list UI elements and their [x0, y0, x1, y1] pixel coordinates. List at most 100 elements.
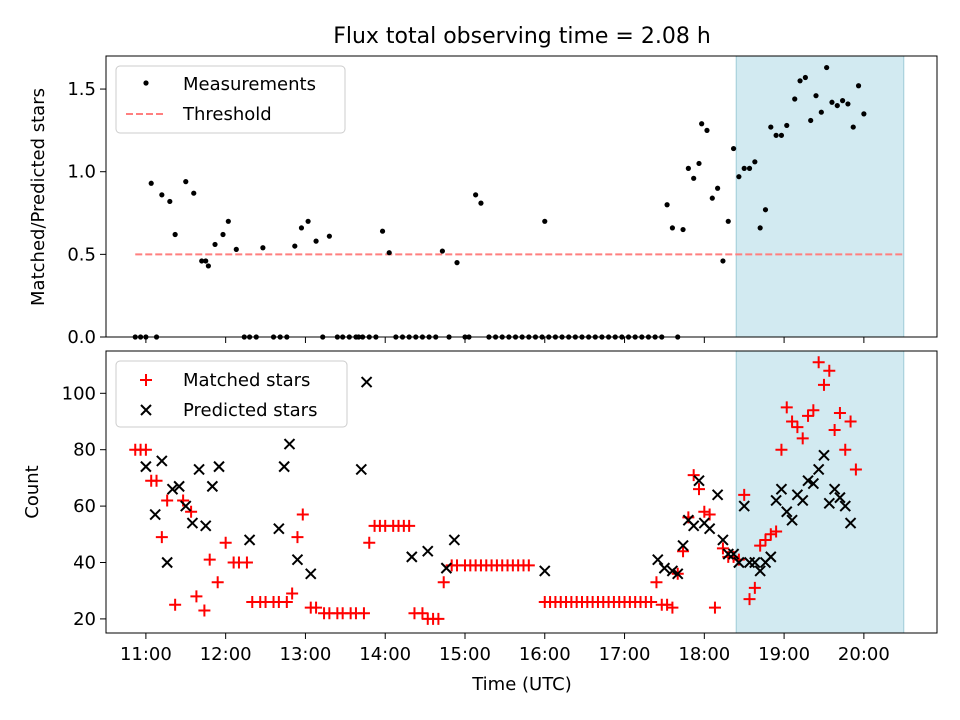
measurement-point [730, 145, 737, 152]
predicted-point [687, 520, 700, 532]
predicted-point [711, 489, 724, 501]
measurement-point [680, 226, 686, 233]
measurement-point [818, 109, 824, 115]
predicted-point [243, 534, 256, 546]
measurement-point [691, 175, 697, 181]
predicted-point [440, 562, 453, 574]
y-axis-label-top: Matched/Predicted stars [28, 88, 49, 306]
y-ticks-bottom: 20 40 60 80 100 [62, 383, 106, 630]
x-tick-label: 18:00 [678, 644, 730, 665]
measurement-point [699, 121, 705, 127]
predicted-point [166, 483, 179, 495]
matched-point [211, 576, 224, 589]
matched-point [754, 539, 767, 552]
measurement-point [834, 102, 840, 109]
matched-point [817, 378, 830, 391]
matched-point [437, 576, 450, 589]
measurement-point [813, 93, 819, 99]
measurement-point [797, 78, 803, 84]
y-tick-label: 60 [73, 496, 96, 517]
matched-point [645, 595, 658, 608]
predicted-point [305, 568, 317, 580]
matched-point [743, 593, 756, 606]
measurement-point [850, 124, 856, 130]
measurement-point [220, 231, 226, 238]
predicted-point [173, 480, 185, 493]
x-tick-label: 13:00 [280, 644, 332, 665]
matched-point [839, 443, 852, 456]
matched-point [203, 553, 216, 566]
measurement-point [326, 233, 332, 239]
matched-point [759, 533, 772, 546]
predicted-point [149, 508, 161, 521]
predicted-point [193, 463, 205, 476]
y-tick-label: 100 [62, 383, 96, 404]
matched-point [828, 423, 841, 436]
x-tick-label: 11:00 [120, 644, 172, 665]
predicted-point [781, 506, 793, 518]
matched-point [786, 415, 799, 428]
measurement-point [542, 218, 548, 224]
predicted-point [770, 494, 782, 507]
predicted-point [652, 553, 664, 566]
predicted-point [666, 565, 679, 577]
predicted-point [693, 475, 705, 487]
measurement-point [741, 165, 747, 171]
measurement-point [669, 225, 676, 231]
matched-point [849, 463, 862, 476]
measurement-point [784, 122, 790, 129]
measurement-point [752, 159, 758, 165]
measurement-point [439, 248, 445, 254]
matched-point [357, 607, 370, 620]
measurement-point [225, 218, 231, 224]
predicted-point [186, 517, 199, 529]
predicted-point [812, 463, 825, 476]
matched-point [169, 598, 182, 611]
measurement-point [292, 243, 298, 249]
panel-top: 0.0 0.5 1.0 1.5 Matched/Predicted stars Mea… [28, 55, 938, 348]
y-tick-label: 40 [73, 553, 96, 574]
predicted-point [717, 534, 729, 546]
predicted-point [839, 500, 851, 512]
highlight-span-bottom [735, 350, 905, 634]
predicted-point [355, 463, 367, 476]
measurement-point [855, 83, 862, 89]
matched-point [812, 356, 825, 369]
chart-title: Flux total observing time = 2.08 h [333, 24, 711, 49]
measurement-point [172, 231, 178, 238]
matched-point [403, 519, 416, 532]
predicted-point [677, 539, 689, 552]
predicted-point [738, 500, 750, 512]
measurement-point [148, 180, 154, 186]
measurement-point [454, 260, 460, 266]
predicted-point [200, 520, 212, 532]
x-axis-label: Time (UTC) [471, 674, 572, 695]
legend-top: Measurements Threshold [115, 65, 346, 134]
predicted-point [703, 522, 716, 535]
matched-point [764, 528, 777, 541]
measurement-point [792, 96, 798, 102]
measurement-point [183, 179, 189, 185]
x-tick-label: 20:00 [838, 644, 890, 665]
predicted-point [422, 545, 434, 557]
predicted-point [658, 562, 671, 574]
predicted-point [140, 460, 152, 473]
y-tick-label: 1.5 [67, 79, 96, 100]
legend-box-top [115, 65, 346, 134]
predicted-point [844, 517, 857, 529]
matched-point [296, 508, 309, 521]
matched-point [666, 601, 679, 614]
measurement-point [203, 258, 209, 264]
measurement-point [715, 185, 721, 191]
legend-bottom: Matched stars Predicted stars [115, 360, 348, 428]
matched-point [708, 601, 721, 614]
measurement-point [167, 198, 173, 205]
legend-label-measurements: Measurements [183, 74, 316, 95]
measurement-point [313, 238, 319, 244]
measurement-point [829, 99, 835, 105]
matched-point [240, 556, 253, 569]
x-tick-label: 14:00 [359, 644, 411, 665]
matched-point [770, 525, 783, 538]
predicted-point [273, 522, 285, 535]
